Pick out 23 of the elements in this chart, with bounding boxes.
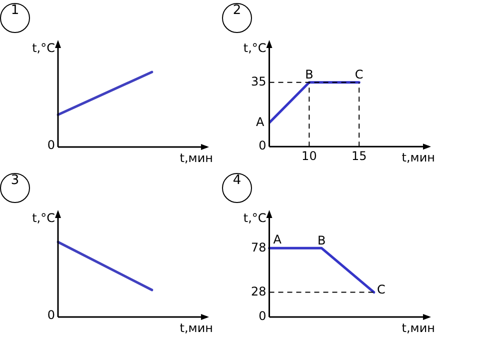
y-axis-title: t,°C bbox=[243, 211, 266, 226]
x-axis-title: t,мин bbox=[402, 150, 435, 165]
y-axis-title: t,°C bbox=[32, 41, 55, 56]
y-tick-label: 0 bbox=[258, 138, 266, 153]
x-tick-label: 10 bbox=[302, 148, 317, 163]
y-tick-label: 78 bbox=[250, 240, 266, 254]
y-tick-label: 0 bbox=[258, 309, 266, 324]
x-axis-title: t,мин bbox=[180, 151, 213, 166]
annotation: B bbox=[318, 233, 326, 248]
annotation: C bbox=[354, 67, 364, 82]
annotation: A bbox=[256, 114, 266, 129]
y-axis-title: t,°C bbox=[243, 41, 266, 56]
text: 0 bbox=[47, 308, 55, 322]
annotation: C bbox=[377, 282, 386, 296]
y-tick-label: 35 bbox=[250, 74, 266, 88]
x-tick-label: 15 bbox=[351, 148, 367, 163]
y-axis-title: t,°C bbox=[32, 211, 55, 226]
x-axis-title: t,мин bbox=[180, 321, 213, 336]
x-axis-title: t,мин bbox=[402, 321, 435, 336]
annotation: A bbox=[273, 232, 282, 246]
text: 0 bbox=[47, 138, 55, 152]
y-tick-label: 28 bbox=[250, 284, 266, 298]
annotation: B bbox=[305, 67, 314, 82]
